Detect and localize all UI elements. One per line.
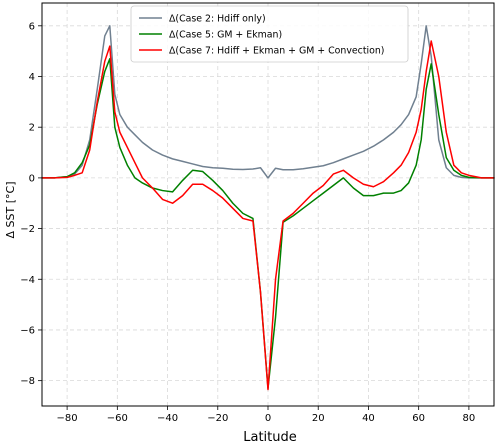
- legend-entry-case-2: Δ(Case 2: Hdiff only): [169, 13, 266, 24]
- y-axis-label: Δ SST [°C]: [4, 182, 17, 239]
- legend: Δ(Case 2: Hdiff only) Δ(Case 5: GM + Ekma…: [130, 5, 409, 63]
- series-line-case-7: [41, 40, 495, 391]
- x-tick-label: −40: [157, 413, 178, 424]
- y-tick-label: 0: [29, 173, 35, 184]
- y-tick-label: −8: [20, 376, 35, 387]
- legend-box: [130, 5, 409, 63]
- y-tick-label: −4: [20, 275, 35, 286]
- x-tick-label: 60: [412, 413, 425, 424]
- x-tick-label: −20: [207, 413, 228, 424]
- y-tick-label: −6: [20, 325, 35, 336]
- series-lines: [41, 25, 495, 391]
- y-tick-label: 4: [29, 72, 35, 83]
- legend-entry-case-7: Δ(Case 7: Hdiff + Ekman + GM + Convectio…: [169, 45, 384, 56]
- x-tick-label: −80: [57, 413, 78, 424]
- x-axis-ticks: −80 −60 −40 −20 0 20 40 60 80: [57, 406, 476, 424]
- x-tick-label: 0: [265, 413, 271, 424]
- y-tick-label: 2: [29, 123, 35, 134]
- y-axis-ticks: −8 −6 −4 −2 0 2 4 6: [20, 21, 42, 387]
- y-tick-label: 6: [29, 21, 35, 32]
- x-tick-label: 20: [312, 413, 325, 424]
- x-tick-label: 80: [463, 413, 476, 424]
- series-line-case-2: [41, 25, 495, 179]
- legend-entry-case-5: Δ(Case 5: GM + Ekman): [169, 29, 282, 40]
- y-tick-label: −2: [20, 224, 35, 235]
- x-tick-label: 40: [362, 413, 375, 424]
- x-axis-label: Latitude: [243, 430, 297, 444]
- x-tick-label: −60: [107, 413, 128, 424]
